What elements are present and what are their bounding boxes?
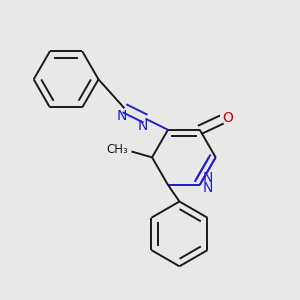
Text: N: N: [203, 181, 213, 195]
Text: O: O: [222, 111, 233, 125]
Text: N: N: [137, 119, 148, 133]
Text: N: N: [116, 109, 127, 123]
Text: N: N: [203, 170, 213, 184]
Text: CH₃: CH₃: [106, 142, 128, 156]
